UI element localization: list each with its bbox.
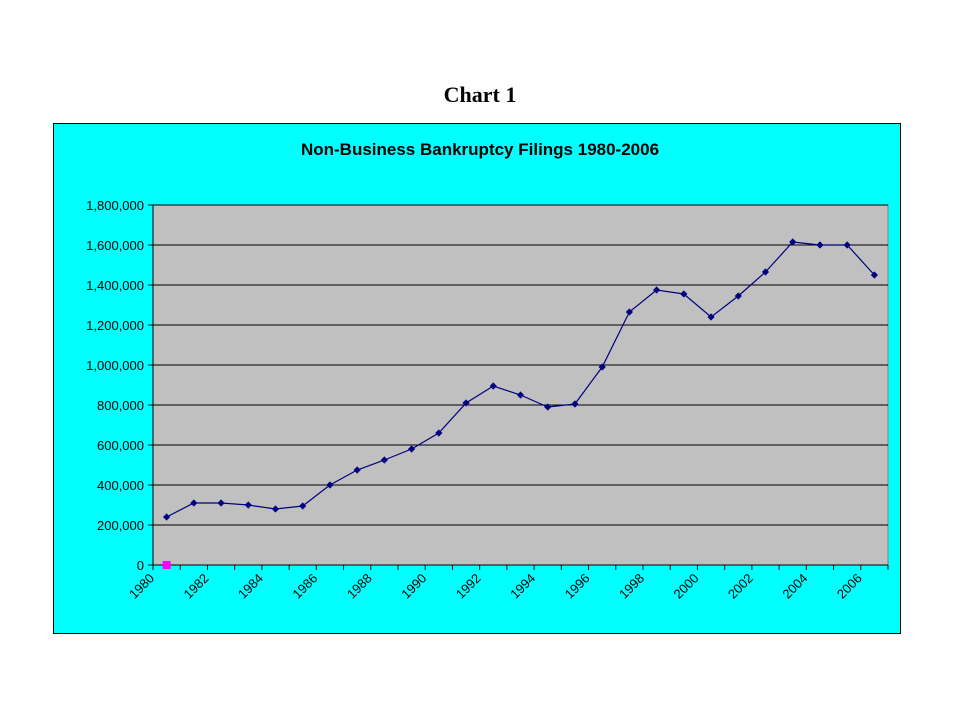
data-point-marker — [625, 308, 633, 316]
data-point-marker — [680, 290, 688, 298]
data-point-marker — [789, 238, 797, 246]
data-point-marker — [353, 466, 361, 474]
x-tick-label: 1990 — [398, 571, 429, 602]
data-point-marker — [190, 499, 198, 507]
data-point-marker — [326, 481, 334, 489]
page-heading: Chart 1 — [443, 82, 517, 107]
data-point-marker — [271, 505, 280, 513]
y-tick-label: 1,800,000 — [86, 198, 144, 213]
y-axis-ticks: 0 200,000 400,000 600,000 800,000 1,000,000 1,… — [86, 198, 153, 573]
data-point-marker — [816, 241, 824, 249]
data-point-marker — [299, 502, 307, 510]
data-point-marker — [435, 429, 443, 437]
data-point-marker — [516, 391, 525, 399]
y-tick-label: 0 — [137, 558, 144, 573]
x-tick-label: 1982 — [181, 571, 212, 602]
chart-title: Non-Business Bankruptcy Filings 1980-200… — [300, 140, 660, 159]
x-tick-label: 2002 — [725, 571, 756, 602]
y-tick-label: 400,000 — [97, 478, 144, 493]
data-point-marker — [761, 268, 770, 276]
y-tick-label: 200,000 — [97, 518, 144, 533]
y-tick-label: 1,000,000 — [86, 358, 144, 373]
data-point-marker — [489, 382, 497, 390]
y-tick-label: 1,400,000 — [86, 278, 144, 293]
data-point-marker — [653, 286, 661, 294]
extra-point-marker — [162, 561, 171, 569]
x-tick-label: 1988 — [344, 571, 375, 602]
data-point-marker — [408, 445, 416, 453]
y-tick-label: 600,000 — [97, 438, 144, 453]
plot-area — [152, 204, 889, 566]
x-axis-ticks: 1980 1982 1984 1986 1988 1990 1992 1994 1996 1998… — [126, 565, 889, 602]
y-tick-label: 1,600,000 — [86, 238, 144, 253]
x-tick-label: 1998 — [616, 571, 647, 602]
data-point-marker — [707, 313, 715, 321]
data-point-marker — [380, 456, 388, 464]
x-tick-label: 2000 — [671, 571, 702, 602]
axes — [152, 205, 888, 566]
markers — [162, 238, 878, 569]
x-tick-label: 1986 — [289, 571, 320, 602]
x-tick-label: 2006 — [834, 571, 865, 602]
data-point-marker — [462, 399, 470, 407]
gridlines — [153, 204, 888, 526]
data-point-marker — [843, 241, 851, 249]
data-point-marker — [598, 363, 606, 371]
y-tick-label: 1,200,000 — [86, 318, 144, 333]
x-tick-label: 2004 — [779, 571, 810, 602]
y-tick-label: 800,000 — [97, 398, 144, 413]
data-point-marker — [544, 403, 552, 411]
data-point-marker — [244, 501, 252, 509]
x-tick-label: 1996 — [562, 571, 593, 602]
data-point-marker — [734, 292, 742, 300]
x-tick-label: 1992 — [453, 571, 484, 602]
x-tick-label: 1984 — [235, 571, 266, 602]
data-point-marker — [870, 271, 878, 279]
data-point-marker — [163, 513, 171, 521]
x-tick-label: 1994 — [507, 571, 538, 602]
data-point-marker — [571, 400, 579, 408]
data-point-marker — [217, 499, 225, 507]
x-tick-label: 1980 — [126, 571, 157, 602]
